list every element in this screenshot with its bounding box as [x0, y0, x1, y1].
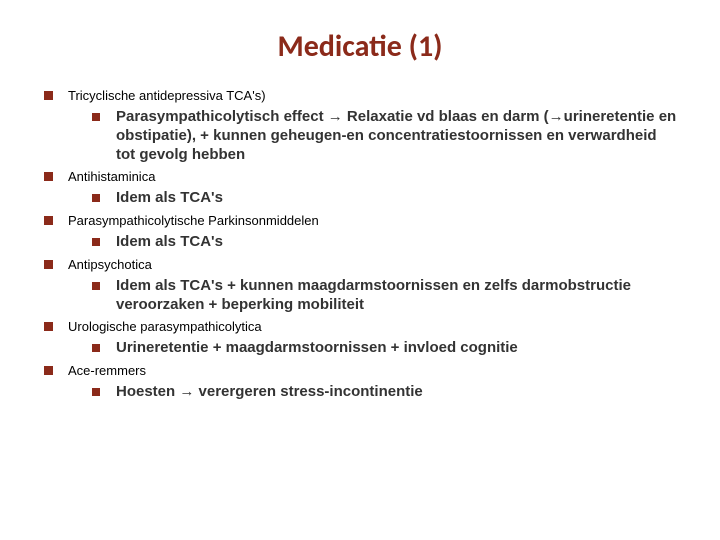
sub-list-item: Hoesten → verergeren stress-incontinenti… — [92, 383, 678, 402]
sub-list-item-label: Idem als TCA's + kunnen maagdarmstoornis… — [116, 277, 631, 313]
slide-title: Medicatie (1) — [42, 28, 678, 65]
sub-list: Parasympathicolytisch effect → Relaxatie… — [68, 108, 678, 164]
sub-list-item: Parasympathicolytisch effect → Relaxatie… — [92, 108, 678, 164]
list-item-label: Urologische parasympathicolytica — [68, 319, 262, 334]
list-item: Urologische parasympathicolytica Urineret… — [42, 318, 678, 358]
bullet-list: Tricyclische antidepressiva TCA's) Parasy… — [42, 87, 678, 402]
list-item-label: Antipsychotica — [68, 257, 152, 272]
list-item-label: Parasympathicolytische Parkinsonmiddelen — [68, 213, 319, 228]
sub-list-item: Idem als TCA's + kunnen maagdarmstoornis… — [92, 277, 678, 315]
list-item-label: Antihistaminica — [68, 169, 155, 184]
sub-list-item: Urineretentie + maagdarmstoornissen + in… — [92, 339, 678, 358]
sub-list-item-label: Urineretentie + maagdarmstoornissen + in… — [116, 339, 518, 356]
list-item-label: Ace-remmers — [68, 363, 146, 378]
list-item-label: Tricyclische antidepressiva TCA's) — [68, 88, 266, 103]
list-item: Parasympathicolytische Parkinsonmiddelen… — [42, 212, 678, 252]
sub-list-item: Idem als TCA's — [92, 189, 678, 208]
sub-list: Hoesten → verergeren stress-incontinenti… — [68, 383, 678, 402]
sub-list-item-label: Parasympathicolytisch effect → Relaxatie… — [116, 108, 676, 163]
sub-list: Idem als TCA's — [68, 233, 678, 252]
list-item: Tricyclische antidepressiva TCA's) Parasy… — [42, 87, 678, 164]
list-item: Antipsychotica Idem als TCA's + kunnen ma… — [42, 256, 678, 315]
sub-list-item: Idem als TCA's — [92, 233, 678, 252]
sub-list: Idem als TCA's — [68, 189, 678, 208]
list-item: Ace-remmers Hoesten → verergeren stress-i… — [42, 362, 678, 402]
sub-list: Idem als TCA's + kunnen maagdarmstoornis… — [68, 277, 678, 315]
sub-list-item-label: Idem als TCA's — [116, 233, 223, 250]
sub-list: Urineretentie + maagdarmstoornissen + in… — [68, 339, 678, 358]
list-item: Antihistaminica Idem als TCA's — [42, 168, 678, 208]
sub-list-item-label: Idem als TCA's — [116, 189, 223, 206]
slide: Medicatie (1) Tricyclische antidepressiv… — [0, 0, 720, 540]
sub-list-item-label: Hoesten → verergeren stress-incontinenti… — [116, 383, 423, 400]
